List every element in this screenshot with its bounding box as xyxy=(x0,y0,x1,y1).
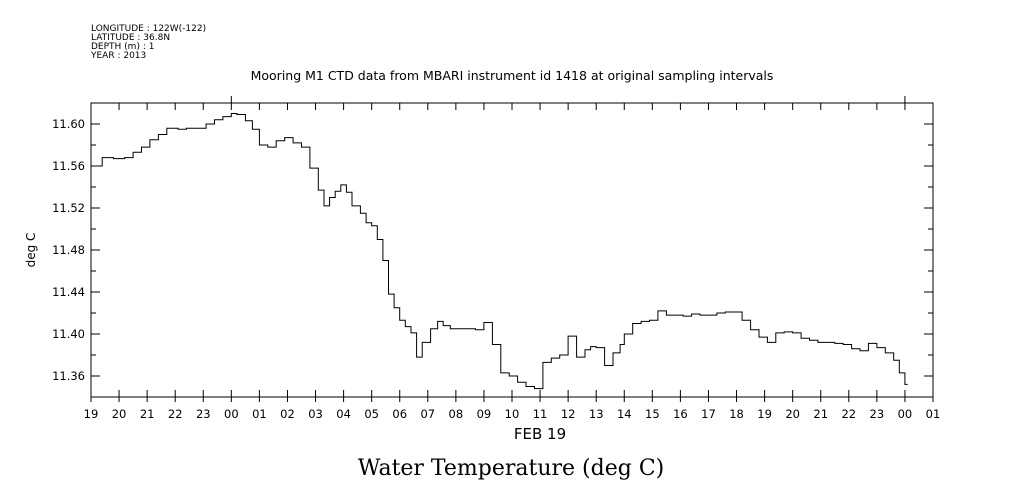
chart-title: Mooring M1 CTD data from MBARI instrumen… xyxy=(251,68,774,83)
x-tick-label: 15 xyxy=(645,407,660,421)
x-tick-label: 13 xyxy=(589,407,604,421)
chart-caption: Water Temperature (deg C) xyxy=(358,456,665,481)
y-tick-label: 11.60 xyxy=(52,117,85,131)
meta-latitude: LATITUDE : 36.8N xyxy=(91,33,170,43)
y-tick-label: 11.52 xyxy=(52,201,85,215)
x-tick-label: 12 xyxy=(561,407,576,421)
x-tick-label: 23 xyxy=(870,407,885,421)
x-tick-label: 02 xyxy=(280,407,295,421)
meta-year: YEAR : 2013 xyxy=(90,51,146,61)
x-tick-label: 22 xyxy=(841,407,856,421)
x-axis-label: FEB 19 xyxy=(514,425,566,443)
y-tick-label: 11.36 xyxy=(52,369,85,383)
y-axis-ticks: 11.36 11.40 11.44 11.48 11.52 11.56 11.60 xyxy=(52,102,933,398)
x-tick-label: 21 xyxy=(140,407,155,421)
x-tick-label: 22 xyxy=(168,407,183,421)
x-tick-label: 01 xyxy=(926,407,941,421)
x-tick-label: 20 xyxy=(785,407,800,421)
x-tick-label: 16 xyxy=(673,407,688,421)
x-tick-label: 10 xyxy=(505,407,520,421)
x-tick-label: 21 xyxy=(813,407,828,421)
x-tick-label: 06 xyxy=(392,407,407,421)
x-tick-label: 17 xyxy=(701,407,716,421)
x-tick-label: 19 xyxy=(757,407,772,421)
x-tick-label: 09 xyxy=(477,407,492,421)
x-tick-label: 00 xyxy=(898,407,913,421)
x-tick-label: 00 xyxy=(224,407,239,421)
x-tick-label: 19 xyxy=(84,407,99,421)
x-tick-label: 18 xyxy=(729,407,744,421)
x-tick-label: 14 xyxy=(617,407,632,421)
x-tick-label: 08 xyxy=(449,407,464,421)
metadata-block: LONGITUDE : 122W(-122) LATITUDE : 36.8N … xyxy=(90,24,206,61)
x-tick-label: 05 xyxy=(364,407,379,421)
plot-frame xyxy=(90,102,934,398)
x-tick-label: 20 xyxy=(112,407,127,421)
y-tick-label: 11.44 xyxy=(52,285,85,299)
meta-depth: DEPTH (m) : 1 xyxy=(91,42,154,52)
x-tick-label: 11 xyxy=(533,407,548,421)
x-tick-label: 01 xyxy=(252,407,267,421)
temperature-series-line xyxy=(91,113,908,390)
x-axis-ticks: 19 20 21 22 23 00 01 02 03 04 05 06 07 08 09 10 11 12 13 14… xyxy=(84,96,941,421)
y-tick-label: 11.56 xyxy=(52,159,85,173)
x-tick-label: 07 xyxy=(420,407,435,421)
x-tick-label: 23 xyxy=(196,407,211,421)
y-tick-label: 11.48 xyxy=(52,243,85,257)
y-tick-label: 11.40 xyxy=(52,327,85,341)
x-tick-label: 04 xyxy=(336,407,351,421)
meta-longitude: LONGITUDE : 122W(-122) xyxy=(91,24,206,34)
x-tick-label: 03 xyxy=(308,407,323,421)
y-axis-label: deg C xyxy=(24,233,38,268)
